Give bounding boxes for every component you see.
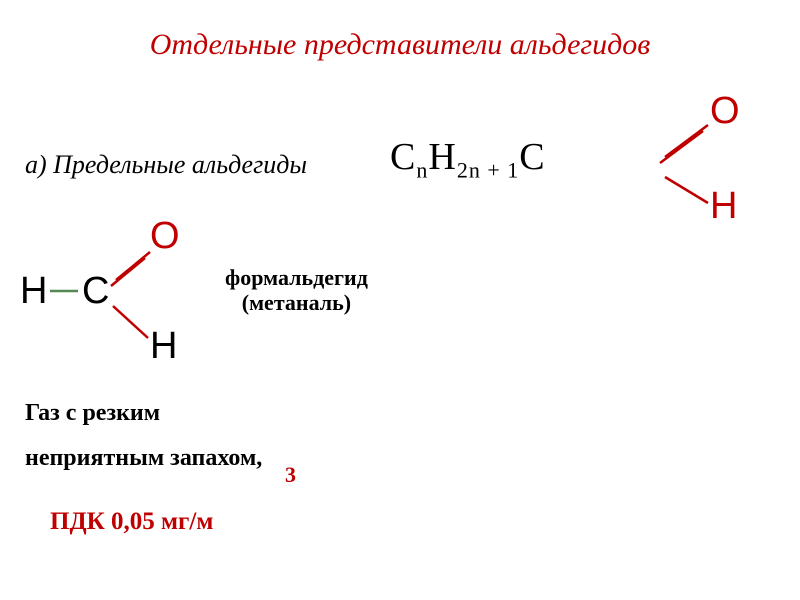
section-a-label: а) Предельные альдегиды bbox=[25, 150, 307, 180]
prop2-text: неприятным запахом, bbox=[25, 445, 262, 471]
property-line1: Газ с резким bbox=[25, 400, 160, 427]
general-bonds-svg bbox=[390, 95, 780, 235]
slide-title: Отдельные представители альдегидов bbox=[0, 28, 800, 62]
formaldehyde-name: формальдегид (метаналь) bbox=[225, 265, 368, 316]
name-line2: (метаналь) bbox=[242, 290, 351, 315]
pdk-value: ПДК 0,05 мг/м bbox=[50, 508, 213, 536]
name-line1: формальдегид bbox=[225, 265, 368, 290]
prop2-exponent: 3 bbox=[285, 462, 296, 488]
property-line2: неприятным запахом, 3 bbox=[25, 445, 262, 472]
general-formula-structure: CnH2n + 1C O H bbox=[390, 95, 780, 235]
